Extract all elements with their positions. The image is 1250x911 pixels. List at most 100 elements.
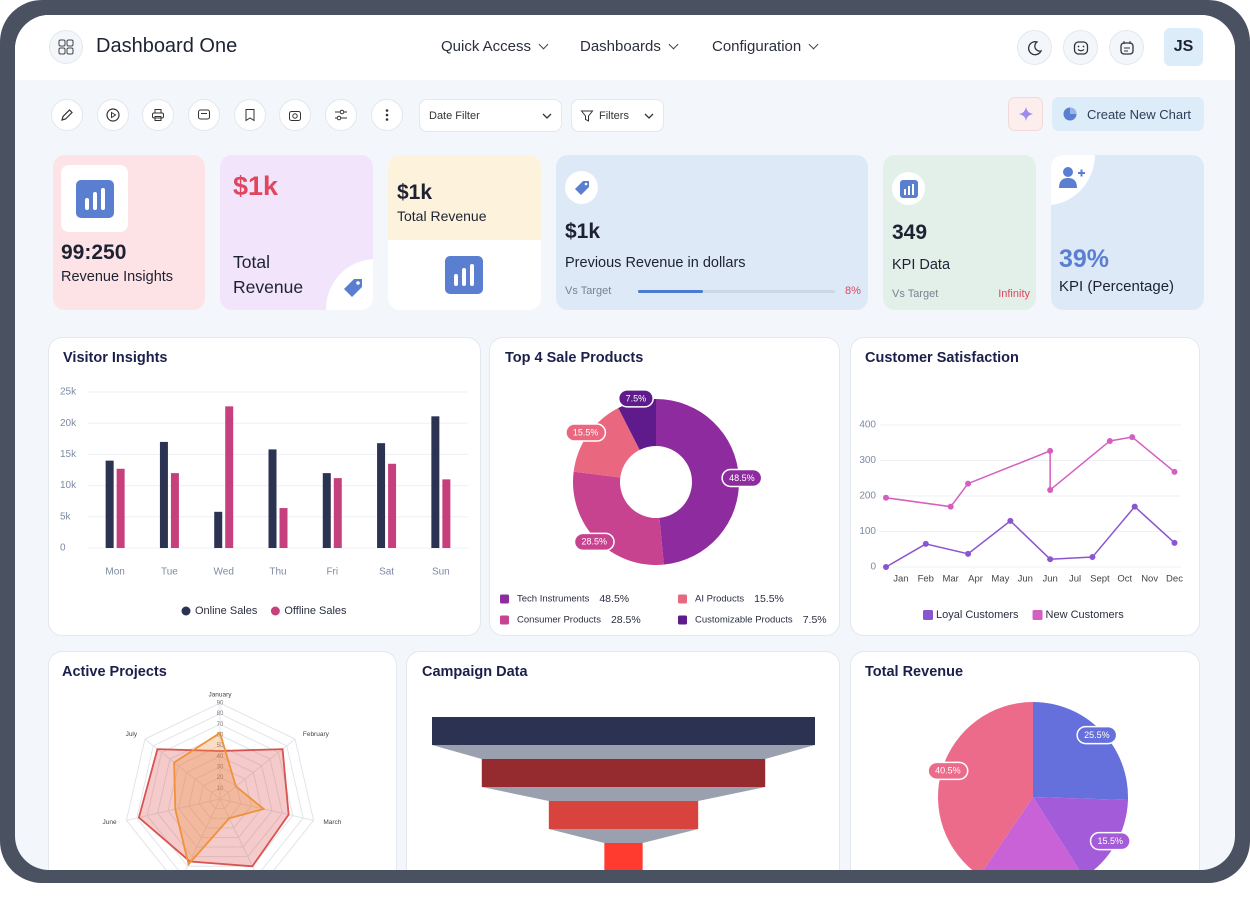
legend-label: Online Sales — [195, 605, 258, 617]
kpi-target: 8% — [845, 285, 861, 297]
x-tick-label: Fri — [326, 567, 338, 578]
bookmark-button[interactable] — [234, 99, 266, 131]
x-tick-label: Jan — [893, 574, 908, 585]
grid-ring — [125, 702, 315, 870]
data-label-bg — [1076, 725, 1118, 745]
radar-area — [173, 731, 266, 867]
chart-title: Total Revenue — [865, 664, 963, 680]
x-tick-label: Mar — [942, 574, 958, 585]
kpi-icon — [892, 172, 925, 205]
slice — [1033, 702, 1128, 800]
spoke — [177, 798, 221, 870]
legend-marker — [500, 615, 509, 625]
legend-label: Consumer Products — [517, 615, 601, 626]
slice — [938, 702, 1033, 870]
bar — [170, 473, 179, 548]
chart-card — [850, 337, 1200, 636]
kpi-top — [388, 155, 541, 240]
chevron — [644, 113, 654, 119]
data-label: 7.5% — [626, 393, 647, 403]
bar — [333, 478, 342, 548]
y-tick-label: 20k — [60, 418, 77, 429]
x-tick-label: Tue — [161, 567, 178, 578]
y-tick-label: 5k — [60, 511, 72, 522]
filter-icon — [580, 110, 594, 122]
date-filter[interactable]: Date Filter — [419, 99, 562, 132]
kpi-target-label: Vs Target — [565, 285, 612, 297]
theme-button[interactable] — [1017, 30, 1052, 65]
y-tick-label: 300 — [859, 455, 876, 466]
kpi-icon — [61, 165, 128, 232]
nav-item[interactable]: Configuration — [712, 38, 817, 55]
data-label-bg — [573, 532, 615, 552]
grid-ring — [167, 745, 273, 848]
legend-value: 7.5% — [803, 614, 827, 626]
nav-item[interactable]: Dashboards — [580, 38, 677, 55]
more-button[interactable] — [371, 99, 403, 131]
progress-track — [638, 290, 835, 293]
legend-marker — [923, 610, 933, 620]
data-label: 25.5% — [1084, 730, 1110, 740]
x-tick-label: Jul — [1069, 574, 1081, 585]
message-button[interactable] — [188, 99, 220, 131]
slice — [573, 408, 640, 478]
icon — [198, 109, 210, 120]
kpi-label: Total Revenue — [397, 208, 487, 224]
data-label: 15.5% — [573, 427, 599, 437]
tag-icon — [344, 279, 362, 297]
chart-title: Active Projects — [62, 664, 167, 680]
bar — [225, 406, 234, 548]
radar-area — [137, 748, 290, 868]
x-tick-label: Sun — [432, 567, 450, 578]
kpi-label: Revenue Insights — [61, 269, 174, 285]
point — [883, 494, 889, 501]
funnel-connector — [481, 787, 766, 801]
y-tick-label: 200 — [859, 491, 876, 502]
legend-value: 28.5% — [611, 614, 641, 626]
kpi-value: 39% — [1059, 245, 1110, 273]
grid-ring — [177, 755, 263, 838]
bar — [105, 460, 114, 548]
y-tick-label: 0 — [870, 562, 876, 573]
data-label: 15.5% — [1098, 836, 1124, 846]
camera-button[interactable] — [279, 99, 311, 131]
y-tick-label: 400 — [859, 420, 876, 431]
line — [885, 505, 1176, 568]
settings-button[interactable] — [325, 99, 357, 131]
icon — [335, 109, 347, 121]
bar-icon — [445, 256, 483, 294]
legend-label: AI Products — [695, 594, 744, 605]
calendar-button[interactable] — [1109, 30, 1144, 65]
filters[interactable]: Filters — [571, 99, 664, 132]
chart-card — [48, 651, 397, 870]
axis-label: July — [126, 731, 138, 738]
app-title: Dashboard One — [96, 35, 238, 57]
feedback-button[interactable] — [1063, 30, 1098, 65]
sparkle-icon — [1018, 107, 1033, 121]
point — [1171, 468, 1178, 475]
bar — [279, 508, 288, 548]
y-tick-label: 0 — [60, 543, 66, 554]
slice — [979, 797, 1084, 870]
play-button[interactable] — [97, 99, 129, 131]
kpi-value: 99:250 — [61, 241, 127, 264]
avatar[interactable]: JS — [1164, 28, 1203, 66]
bar-icon — [75, 179, 114, 218]
nav-item[interactable]: Quick Access — [441, 38, 547, 55]
ai-button[interactable] — [1008, 97, 1043, 131]
create-chart-button[interactable]: Create New Chart — [1052, 97, 1204, 131]
data-label-bg — [1089, 831, 1131, 851]
kpi-card: $1k Total Revenue — [220, 155, 373, 310]
smile-icon — [1073, 40, 1088, 55]
point — [947, 503, 954, 510]
print-button[interactable] — [142, 99, 174, 131]
legend-marker — [678, 594, 687, 604]
data-label-bg — [565, 423, 607, 442]
y-tick-label: 25k — [60, 387, 77, 398]
legend-marker — [270, 606, 280, 616]
chevron — [542, 113, 552, 119]
legend-label: New Customers — [1046, 609, 1125, 621]
data-label-bg — [617, 389, 654, 408]
menu-button[interactable] — [49, 30, 83, 64]
edit-button[interactable] — [51, 99, 83, 131]
